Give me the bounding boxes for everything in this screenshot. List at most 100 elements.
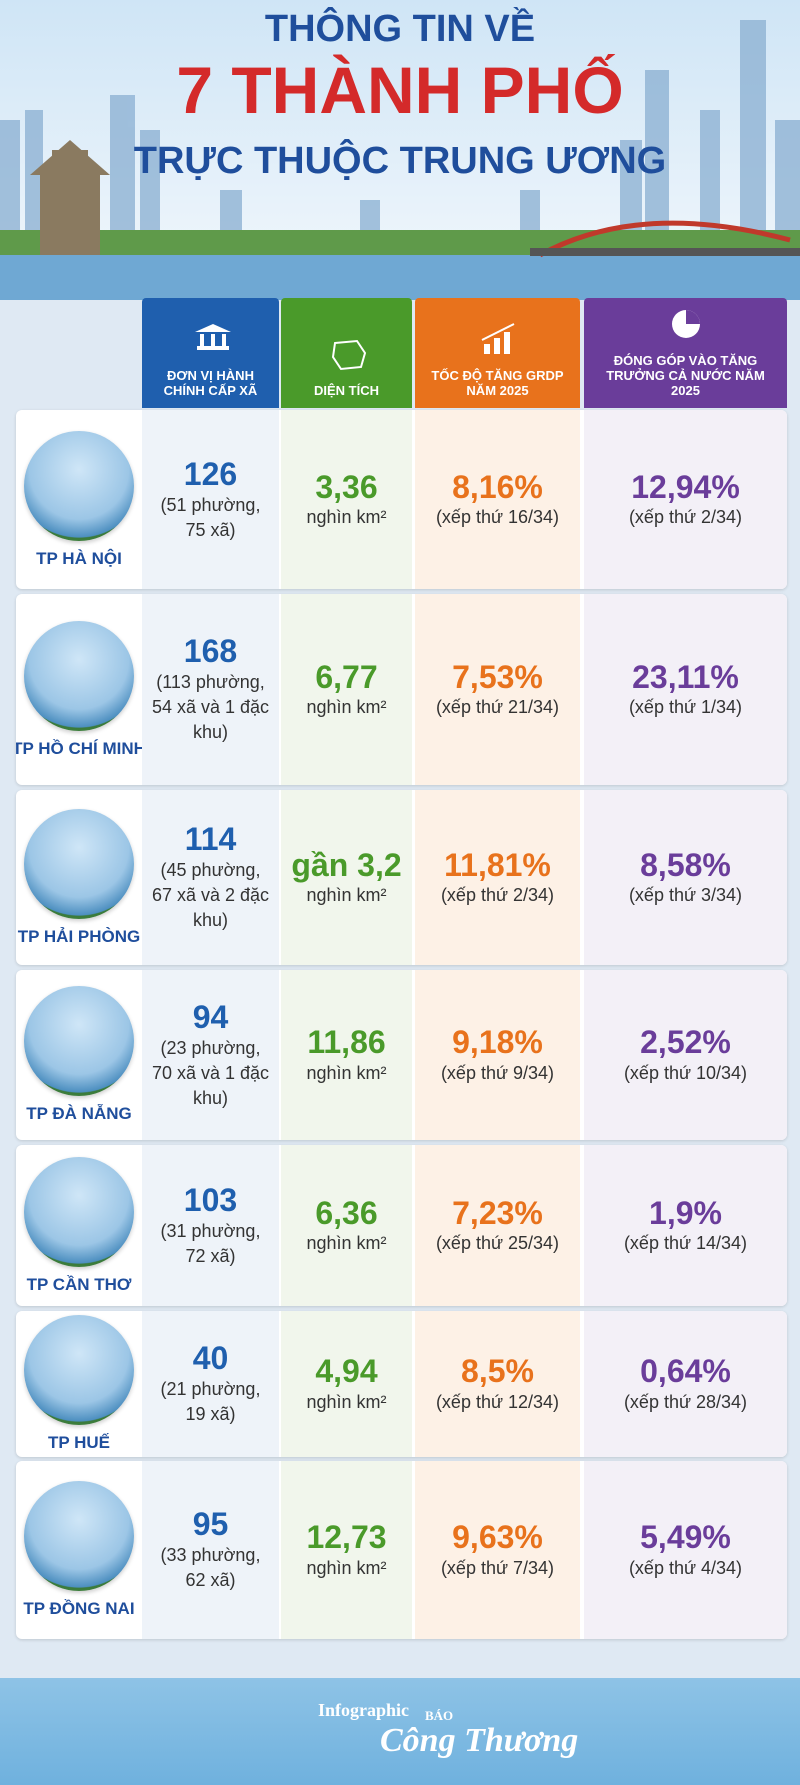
data-cell: 8,58% (xếp thứ 3/34) [584,790,787,965]
data-cell: 11,86 nghìn km² [281,970,412,1140]
table-row: TP HỒ CHÍ MINH 168 (113 phường, 54 xã và 1… [16,594,787,785]
units_detail-text: (51 phường, 75 xã) [160,494,261,540]
city-cell: TP ĐÀ NẴNG [16,970,142,1140]
city-cell: TP HỒ CHÍ MINH [16,594,146,785]
area_unit-text: nghìn km² [306,1062,387,1083]
units_detail-text: (21 phường, 19 xã) [160,1379,261,1425]
brand-name: Công Thương [380,1722,579,1759]
area-value: 4,94 [315,1353,378,1389]
header-icon [481,323,514,354]
growth_rank-text: (xếp thứ 21/34) [435,697,560,718]
header-icon [331,339,366,371]
growth-value: 7,53% [452,658,543,695]
contribution-value: 5,49% [640,1519,731,1555]
growth_rank-text: (xếp thứ 16/34) [435,507,560,528]
area_unit-text: nghìn km² [306,507,387,528]
growth-value: 7,23% [452,1194,543,1231]
contribution-value: 2,52% [640,1024,731,1060]
units_detail-text: (45 phường, 67 xã và 2 đặc khu) [151,860,270,931]
data-cell: 2,52% (xếp thứ 10/34) [584,970,787,1140]
city-cell: TP ĐỒNG NAI [16,1461,142,1639]
units-value: 126 [183,455,238,492]
data-cell: 95 (33 phường, 62 xã) [142,1461,279,1639]
header-icon [671,310,700,338]
data-cell: 5,49% (xếp thứ 4/34) [584,1461,787,1639]
contribution_rank-text: (xếp thứ 4/34) [628,1557,743,1578]
column-header: ĐƠN VỊ HÀNH CHÍNH CẤP XÃ [142,298,279,408]
units-value: 40 [192,1340,229,1377]
contribution-value: 12,94% [631,468,740,505]
title-line: THÔNG TIN VỀ [264,8,536,50]
skyline-illustration [0,0,800,300]
column-header-text: TỐC ĐỘ TĂNG GRDP NĂM 2025 [431,368,564,398]
data-cell: 23,11% (xếp thứ 1/34) [584,594,787,785]
column-header-text: DIỆN TÍCH [314,383,379,398]
growth-value: 11,81% [444,846,551,883]
data-cell: 6,77 nghìn km² [281,594,412,785]
units-value: 103 [183,1181,238,1218]
city-cell: TP HÀ NỘI [16,410,142,589]
area-value: 12,73 [306,1519,387,1555]
contribution-value: 1,9% [649,1194,722,1231]
contribution_rank-text: (xếp thứ 28/34) [623,1391,748,1412]
units-value: 168 [183,633,238,670]
table-row: TP HẢI PHÒNG 114 (45 phường, 67 xã và 2 đặ… [16,790,787,965]
table-row: TP HUẾ 40 (21 phường, 19 xã) 4,94 nghìn km² 8… [16,1311,787,1457]
units_detail-text: (31 phường, 72 xã) [160,1220,261,1266]
data-cell: 6,36 nghìn km² [281,1145,412,1306]
city-image [24,1481,134,1591]
column-header: DIỆN TÍCH [281,298,412,408]
growth-value: 8,16% [452,468,543,505]
city-cell: TP CẦN THƠ [16,1145,142,1306]
contribution-value: 23,11% [632,658,739,695]
city-image [24,430,134,541]
header-icon [194,324,231,350]
data-cell: 8,5% (xếp thứ 12/34) [415,1311,580,1457]
data-cell: 126 (51 phường, 75 xã) [142,410,279,589]
city-name: TP HÀ NỘI [36,548,122,568]
data-cell: 8,16% (xếp thứ 16/34) [415,410,580,589]
area-value: 6,77 [315,658,378,695]
data-cell: 9,18% (xếp thứ 9/34) [415,970,580,1140]
units-value: 94 [192,998,229,1035]
units-value: 114 [184,821,237,858]
data-cell: 3,36 nghìn km² [281,410,412,589]
data-cell: 114 (45 phường, 67 xã và 2 đặc khu) [142,790,279,965]
contribution_rank-text: (xếp thứ 1/34) [628,697,743,718]
column-header: TỐC ĐỘ TĂNG GRDP NĂM 2025 [415,298,580,408]
footer: Infographic BÁO Công Thương [0,1678,800,1785]
city-name: TP ĐÀ NẴNG [26,1104,132,1123]
data-cell: 4,94 nghìn km² [281,1311,412,1457]
column-header: ĐÓNG GÓP VÀO TĂNG TRƯỞNG CẢ NƯỚC NĂM 202… [584,298,787,408]
area_unit-text: nghìn km² [306,1391,387,1412]
contribution_rank-text: (xếp thứ 2/34) [628,507,743,528]
contribution_rank-text: (xếp thứ 10/34) [623,1062,748,1083]
area_unit-text: nghìn km² [306,1557,387,1578]
city-name: TP HẢI PHÒNG [17,926,141,946]
column-header-text: ĐƠN VỊ HÀNH CHÍNH CẤP XÃ [163,368,258,398]
data-cell: 168 (113 phường, 54 xã và 1 đặc khu) [142,594,279,785]
growth_rank-text: (xếp thứ 12/34) [435,1391,560,1412]
table-row: TP HÀ NỘI 126 (51 phường, 75 xã) 3,36 nghìn … [16,410,787,589]
area-value: 6,36 [315,1194,378,1231]
growth-value: 9,18% [452,1024,543,1060]
growth_rank-text: (xếp thứ 7/34) [440,1557,555,1578]
city-image [24,1315,134,1425]
growth-value: 9,63% [452,1519,543,1555]
data-cell: 7,53% (xếp thứ 21/34) [415,594,580,785]
brand-small: BÁO [425,1708,454,1723]
units_detail-text: (23 phường, 70 xã và 1 đặc khu) [151,1037,270,1108]
data-cell: 9,63% (xếp thứ 7/34) [415,1461,580,1639]
data-cell: 12,94% (xếp thứ 2/34) [584,410,787,589]
city-image [24,1156,134,1267]
area-value: gần 3,2 [291,846,402,883]
units_detail-text: (33 phường, 62 xã) [160,1545,261,1591]
city-name: TP ĐỒNG NAI [23,1599,135,1618]
data-cell: 94 (23 phường, 70 xã và 1 đặc khu) [142,970,279,1140]
city-cell: TP HẢI PHÒNG [16,790,142,965]
growth_rank-text: (xếp thứ 25/34) [435,1233,560,1254]
area_unit-text: nghìn km² [306,1233,387,1254]
table-row: TP ĐÀ NẴNG 94 (23 phường, 70 xã và 1 đặc k… [16,970,787,1140]
growth_rank-text: (xếp thứ 2/34) [440,885,555,906]
